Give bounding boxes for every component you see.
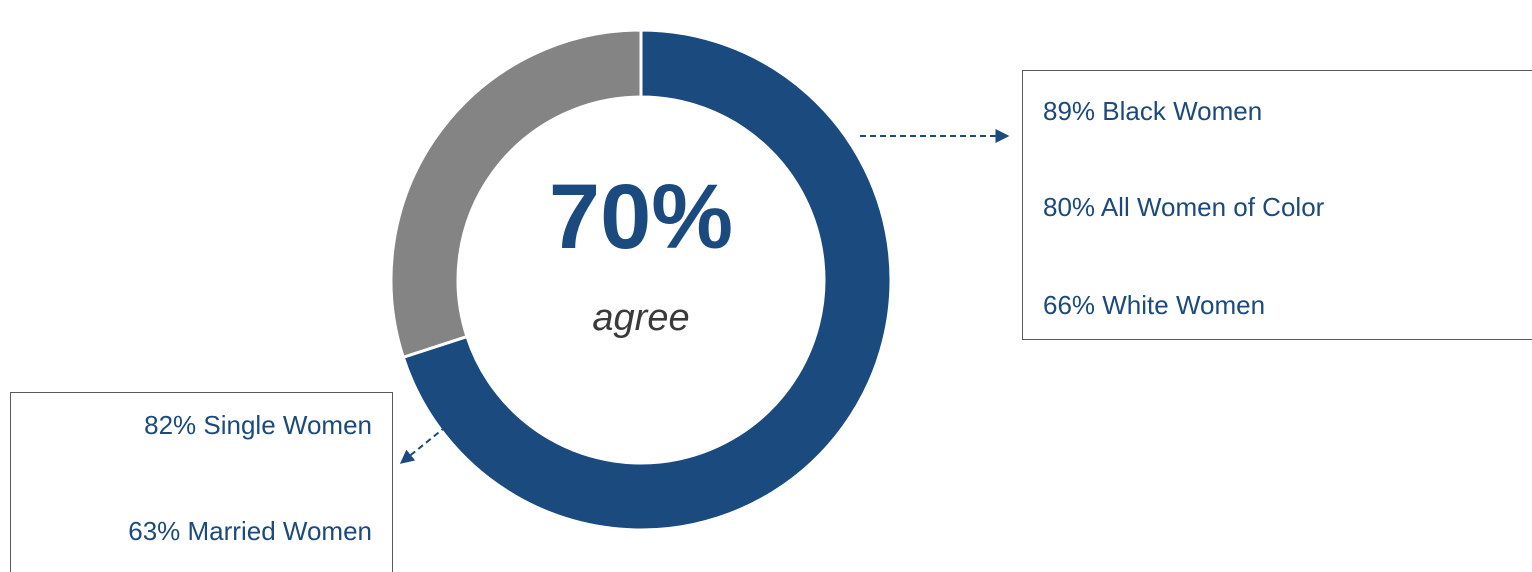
donut-slice-remainder — [389, 28, 643, 360]
donut-chart — [389, 28, 1010, 532]
callout-item: 66% White Women — [1043, 290, 1266, 320]
left-callout-box: 82% Single Women 63% Married Women — [10, 392, 393, 572]
callout-item: 63% Married Women — [128, 516, 372, 546]
center-value: 70% — [548, 166, 734, 268]
center-caption: agree — [592, 297, 690, 339]
callout-item: 80% All Women of Color — [1043, 192, 1325, 222]
callout-item: 82% Single Women — [144, 410, 372, 440]
donut-slice-agree — [401, 28, 893, 532]
callout-item: 89% Black Women — [1043, 96, 1263, 126]
left-callout-arrow — [399, 419, 455, 464]
right-callout-box: 89% Black Women 80% All Women of Color 6… — [1022, 70, 1532, 340]
